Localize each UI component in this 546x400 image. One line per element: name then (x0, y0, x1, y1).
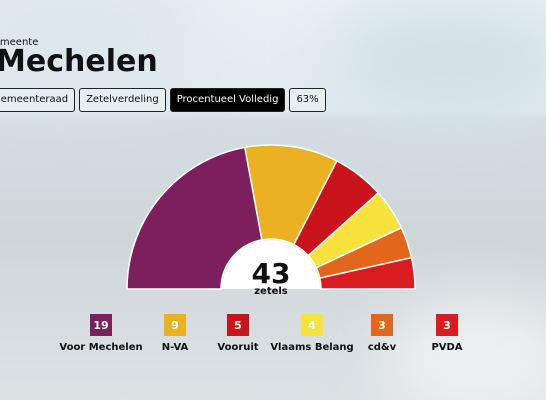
kicker: Gemeente (0, 37, 39, 48)
total-seats: 43 (252, 257, 291, 290)
legend-label: Vlaams Belang (270, 342, 353, 353)
legend-seats: 9 (171, 319, 179, 332)
legend-swatch (164, 314, 186, 336)
seat-segment (126, 146, 263, 290)
seat-segment (318, 256, 416, 290)
legend-seats: 19 (93, 319, 108, 332)
legend-label: Voor Mechelen (59, 342, 142, 353)
legend-label: PVDA (431, 342, 462, 353)
legend-seats: 5 (234, 319, 242, 332)
legend-swatch (301, 314, 323, 336)
legend-label: N-VA (162, 342, 189, 353)
legend-swatch (436, 314, 458, 336)
legend-label: cd&v (368, 342, 397, 353)
legend-seats: 3 (443, 319, 451, 332)
page-title: Mechelen (0, 44, 158, 79)
tab-bar: Gemeenteraad Zetelverdeling Procentueel Vo… (0, 88, 326, 112)
legend-swatch (371, 314, 393, 336)
legend-swatch (90, 314, 112, 336)
legend-swatch (227, 314, 249, 336)
tab[interactable]: Gemeenteraad (0, 88, 76, 112)
tab[interactable]: Zetelverdeling (79, 88, 166, 112)
legend-label: Vooruit (217, 342, 258, 353)
center-disc (222, 240, 320, 289)
total-label: zetels (254, 286, 288, 297)
legend-seats: 3 (378, 319, 386, 332)
legend-seats: 4 (308, 319, 316, 332)
background (330, 0, 546, 120)
tab[interactable]: Procentueel Volledig (169, 88, 286, 112)
tab[interactable]: 63% (289, 88, 326, 112)
